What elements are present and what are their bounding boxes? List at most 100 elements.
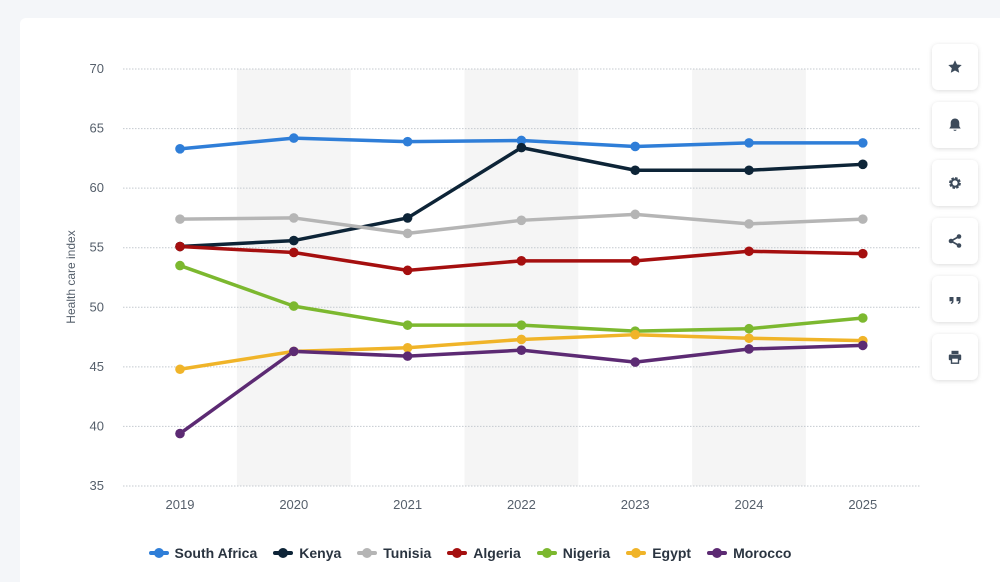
data-point[interactable] (858, 214, 868, 224)
data-point[interactable] (175, 214, 185, 224)
legend-swatch (357, 547, 378, 559)
cite-button[interactable] (932, 276, 978, 322)
legend-label: South Africa (174, 545, 258, 561)
data-point[interactable] (630, 209, 640, 220)
legend-item[interactable]: Egypt (626, 545, 691, 561)
legend-swatch (148, 547, 169, 559)
data-point[interactable] (516, 142, 527, 153)
data-point[interactable] (744, 138, 754, 148)
x-tick-label: 2019 (166, 497, 195, 512)
data-point[interactable] (858, 313, 868, 323)
data-point[interactable] (744, 333, 754, 344)
data-point[interactable] (402, 136, 413, 147)
y-tick-label: 40 (90, 418, 104, 433)
data-point[interactable] (516, 320, 527, 330)
x-tick-label: 2022 (507, 497, 536, 512)
legend-label: Tunisia (383, 545, 432, 561)
data-point[interactable] (858, 159, 868, 170)
y-tick-label: 55 (90, 240, 104, 255)
y-tick-label: 65 (90, 121, 104, 136)
column-band (236, 69, 351, 486)
y-tick-label: 35 (90, 478, 104, 493)
data-point[interactable] (289, 213, 299, 223)
column-band (692, 69, 806, 486)
data-point[interactable] (630, 165, 640, 176)
data-point[interactable] (744, 344, 754, 354)
data-point[interactable] (402, 265, 413, 276)
data-point[interactable] (402, 351, 413, 361)
data-point[interactable] (858, 248, 868, 259)
y-tick-label: 50 (90, 299, 104, 314)
data-point[interactable] (858, 340, 868, 351)
legend-label: Nigeria (562, 545, 611, 561)
data-point[interactable] (402, 320, 413, 330)
legend-label: Algeria (473, 545, 521, 561)
data-point[interactable] (175, 260, 185, 271)
data-point[interactable] (744, 323, 754, 334)
x-tick-label: 2021 (393, 497, 422, 512)
legend-item[interactable]: Kenya (273, 545, 341, 561)
star-icon (948, 60, 962, 73)
print-icon (948, 350, 962, 364)
column-band (464, 69, 579, 486)
legend-item[interactable]: Algeria (447, 545, 521, 561)
y-tick-label: 60 (90, 180, 104, 195)
legend-swatch (707, 547, 728, 559)
legend-swatch (273, 547, 294, 559)
y-axis-title: Health care index (64, 230, 78, 323)
legend-item[interactable]: South Africa (148, 545, 258, 561)
data-point[interactable] (402, 213, 413, 223)
data-point[interactable] (289, 346, 299, 357)
notification-button[interactable] (932, 102, 978, 148)
quote-icon (949, 297, 961, 304)
x-tick-label: 2025 (848, 497, 877, 512)
data-point[interactable] (630, 141, 640, 152)
bell-icon (949, 118, 961, 131)
data-point[interactable] (630, 329, 640, 340)
share-icon (948, 234, 962, 248)
legend-label: Kenya (299, 545, 342, 561)
share-button[interactable] (932, 218, 978, 264)
x-tick-label: 2024 (735, 497, 764, 512)
x-tick-label: 2020 (279, 497, 308, 512)
data-point[interactable] (289, 235, 299, 246)
data-point[interactable] (289, 247, 299, 258)
data-point[interactable] (516, 345, 527, 355)
favorite-button[interactable] (932, 44, 978, 90)
legend-label: Morocco (733, 545, 792, 561)
data-point[interactable] (744, 246, 754, 257)
y-tick-label: 70 (90, 61, 104, 76)
legend-label: Egypt (652, 545, 692, 561)
legend-item[interactable]: Tunisia (357, 545, 431, 561)
legend-swatch (536, 547, 557, 559)
data-point[interactable] (402, 228, 413, 239)
data-point[interactable] (175, 364, 185, 375)
data-point[interactable] (289, 301, 299, 311)
y-tick-label: 45 (90, 359, 104, 374)
data-point[interactable] (630, 256, 640, 266)
data-point[interactable] (175, 144, 185, 154)
data-point[interactable] (516, 215, 527, 226)
data-point[interactable] (744, 219, 754, 229)
data-point[interactable] (175, 428, 185, 439)
data-point[interactable] (402, 342, 413, 353)
data-point[interactable] (630, 357, 640, 367)
chart-legend: South Africa Kenya Tunisia Algeria Nigeria Eg… (0, 545, 960, 561)
data-point[interactable] (516, 135, 527, 146)
x-tick-label: 2023 (621, 497, 650, 512)
settings-button[interactable] (932, 160, 978, 206)
chart-toolbar (932, 44, 980, 392)
data-point[interactable] (858, 138, 868, 148)
gear-icon (949, 177, 961, 189)
data-point[interactable] (289, 133, 299, 143)
data-point[interactable] (516, 256, 527, 266)
data-point[interactable] (175, 241, 185, 252)
legend-item[interactable]: Morocco (707, 545, 791, 561)
legend-swatch (447, 547, 468, 559)
data-point[interactable] (744, 165, 754, 176)
data-point[interactable] (516, 334, 527, 345)
print-button[interactable] (932, 334, 978, 380)
legend-swatch (626, 547, 647, 559)
legend-item[interactable]: Nigeria (536, 545, 611, 561)
